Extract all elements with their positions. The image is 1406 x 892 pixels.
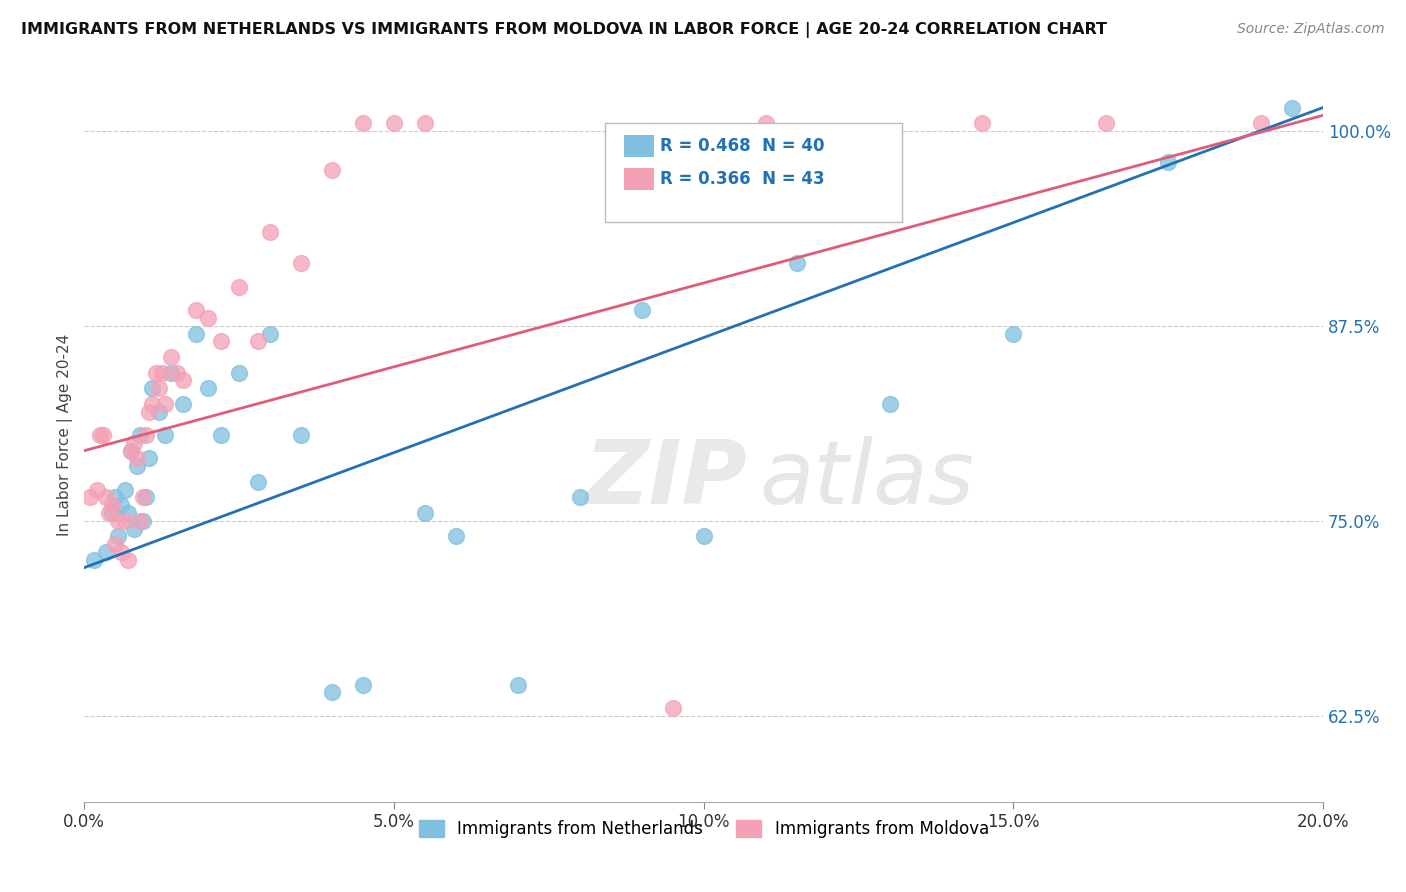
Point xyxy=(101,506,124,520)
Point xyxy=(755,116,778,130)
Point xyxy=(209,334,232,349)
Point xyxy=(172,397,194,411)
Point xyxy=(122,522,145,536)
Point xyxy=(290,428,312,442)
Point xyxy=(184,303,207,318)
Point xyxy=(172,374,194,388)
Point xyxy=(129,428,152,442)
Point xyxy=(413,116,436,130)
Point xyxy=(568,491,591,505)
Point xyxy=(228,366,250,380)
Text: Source: ZipAtlas.com: Source: ZipAtlas.com xyxy=(1237,22,1385,37)
Point xyxy=(141,397,163,411)
Point xyxy=(138,451,160,466)
Point xyxy=(125,451,148,466)
Point xyxy=(228,280,250,294)
Point xyxy=(1281,101,1303,115)
Text: ZIP: ZIP xyxy=(585,435,747,523)
Point xyxy=(1002,326,1025,341)
Point xyxy=(661,701,683,715)
Point xyxy=(120,443,142,458)
Point xyxy=(148,381,170,395)
FancyBboxPatch shape xyxy=(624,136,654,157)
Point xyxy=(197,381,219,395)
Point xyxy=(125,459,148,474)
Point xyxy=(150,366,173,380)
Point xyxy=(166,366,188,380)
Point xyxy=(110,545,132,559)
Point xyxy=(135,491,157,505)
Point xyxy=(79,491,101,505)
Point xyxy=(86,483,108,497)
Point xyxy=(1157,155,1180,169)
Point xyxy=(1250,116,1272,130)
Point xyxy=(290,256,312,270)
Point xyxy=(352,677,374,691)
Point xyxy=(101,498,124,512)
Point xyxy=(89,428,111,442)
Point xyxy=(153,397,176,411)
Point xyxy=(138,404,160,418)
Point xyxy=(114,483,136,497)
Point xyxy=(413,506,436,520)
FancyBboxPatch shape xyxy=(605,123,901,222)
Point xyxy=(153,428,176,442)
Point xyxy=(98,506,121,520)
Point xyxy=(135,428,157,442)
Point xyxy=(141,381,163,395)
Point xyxy=(83,553,105,567)
Point xyxy=(145,366,167,380)
Point xyxy=(209,428,232,442)
Point xyxy=(114,514,136,528)
Point xyxy=(107,529,129,543)
Point xyxy=(972,116,994,130)
Point xyxy=(120,443,142,458)
Point xyxy=(107,514,129,528)
Point xyxy=(184,326,207,341)
Point xyxy=(117,506,139,520)
Point xyxy=(110,498,132,512)
Point xyxy=(879,397,901,411)
Point xyxy=(246,475,269,489)
Point xyxy=(259,225,281,239)
Point xyxy=(382,116,405,130)
Point xyxy=(321,685,343,699)
FancyBboxPatch shape xyxy=(624,169,654,190)
Point xyxy=(132,514,155,528)
Y-axis label: In Labor Force | Age 20-24: In Labor Force | Age 20-24 xyxy=(58,334,73,536)
Point xyxy=(94,491,117,505)
Point xyxy=(321,162,343,177)
Legend: Immigrants from Netherlands, Immigrants from Moldova: Immigrants from Netherlands, Immigrants … xyxy=(412,813,995,845)
Point xyxy=(129,514,152,528)
Text: atlas: atlas xyxy=(759,436,974,522)
Point xyxy=(444,529,467,543)
Point xyxy=(259,326,281,341)
Point xyxy=(104,491,127,505)
Point xyxy=(148,404,170,418)
Point xyxy=(786,256,808,270)
Point xyxy=(117,553,139,567)
Point xyxy=(1095,116,1118,130)
Point xyxy=(630,303,652,318)
Point xyxy=(160,366,183,380)
Point xyxy=(197,311,219,326)
Text: IMMIGRANTS FROM NETHERLANDS VS IMMIGRANTS FROM MOLDOVA IN LABOR FORCE | AGE 20-2: IMMIGRANTS FROM NETHERLANDS VS IMMIGRANT… xyxy=(21,22,1107,38)
Point xyxy=(506,677,529,691)
Point xyxy=(160,350,183,364)
Point xyxy=(693,529,716,543)
Point xyxy=(246,334,269,349)
Point xyxy=(122,435,145,450)
Point xyxy=(94,545,117,559)
Text: R = 0.468  N = 40: R = 0.468 N = 40 xyxy=(661,137,825,155)
Point xyxy=(132,491,155,505)
Point xyxy=(91,428,114,442)
Text: R = 0.366  N = 43: R = 0.366 N = 43 xyxy=(661,170,825,188)
Point xyxy=(104,537,127,551)
Point xyxy=(352,116,374,130)
